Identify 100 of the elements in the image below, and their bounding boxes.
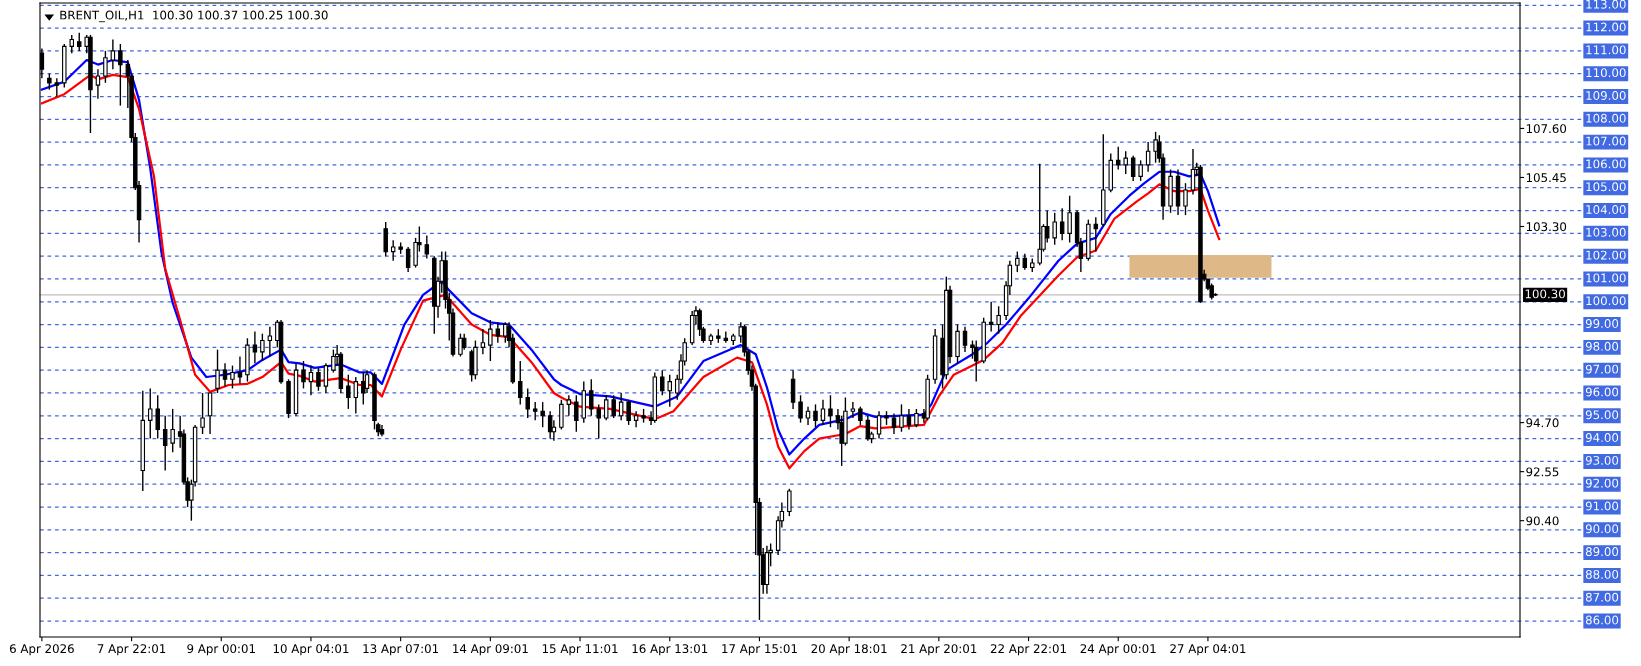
candlestick bbox=[488, 319, 493, 362]
ref-line-label: 97.00 bbox=[1585, 364, 1619, 374]
candlestick bbox=[77, 31, 82, 52]
candlestick bbox=[95, 68, 101, 100]
candlestick bbox=[962, 326, 968, 353]
x-tick-label: 10 Apr 04:01 bbox=[273, 644, 349, 656]
ref-line-label: 103.00 bbox=[1586, 227, 1626, 237]
ref-line-label: 102.00 bbox=[1586, 250, 1626, 260]
candlestick bbox=[103, 50, 108, 84]
candlestick bbox=[252, 330, 258, 365]
y-tick-label: 107.60 bbox=[1526, 124, 1567, 134]
candlestick bbox=[618, 392, 624, 422]
x-tick-label: 7 Apr 22:01 bbox=[97, 644, 166, 656]
y-tick-label: 90.40 bbox=[1526, 516, 1559, 526]
ref-line-label: 109.00 bbox=[1586, 91, 1626, 100]
candlestick bbox=[301, 360, 306, 390]
candlestick bbox=[559, 399, 564, 431]
candlestick bbox=[1037, 163, 1042, 266]
candlestick bbox=[162, 415, 168, 472]
x-tick-label: 9 Apr 00:01 bbox=[187, 644, 255, 656]
candlestick bbox=[805, 405, 811, 426]
candlestick bbox=[850, 401, 856, 419]
candlestick bbox=[331, 348, 336, 374]
ref-line-label: 104.00 bbox=[1586, 205, 1626, 214]
candlestick bbox=[603, 394, 609, 422]
candlestick bbox=[383, 221, 388, 257]
ref-line-label: 113.00 bbox=[1586, 0, 1626, 9]
candlestick bbox=[547, 410, 553, 440]
candlestick bbox=[323, 362, 329, 394]
candlestick bbox=[1183, 182, 1188, 216]
candlestick bbox=[267, 326, 273, 358]
x-tick-label: 21 Apr 20:01 bbox=[901, 644, 977, 656]
candlestick bbox=[54, 77, 60, 98]
candlestick bbox=[480, 328, 486, 355]
candlestick bbox=[316, 367, 321, 392]
ref-line-label: 87.00 bbox=[1585, 592, 1619, 602]
ref-line-label: 94.00 bbox=[1585, 433, 1619, 443]
candlestick bbox=[1015, 250, 1020, 273]
x-tick-label: 16 Apr 13:01 bbox=[632, 644, 708, 656]
ref-line-label: 90.00 bbox=[1585, 524, 1619, 534]
candlestick bbox=[237, 355, 243, 385]
x-tick-label: 22 Apr 22:01 bbox=[990, 644, 1066, 656]
ref-line-label: 106.00 bbox=[1586, 159, 1626, 169]
candlestick bbox=[790, 369, 796, 410]
x-tick-label: 20 Apr 18:01 bbox=[811, 644, 887, 656]
candlestick bbox=[1130, 155, 1136, 182]
candlestick bbox=[207, 392, 213, 435]
candlestick bbox=[891, 412, 897, 435]
candlestick bbox=[110, 38, 116, 70]
candlestick bbox=[230, 364, 235, 390]
ref-line-label: 88.00 bbox=[1585, 569, 1619, 579]
candlestick bbox=[633, 410, 639, 428]
ref-line-label: 98.00 bbox=[1585, 341, 1619, 351]
candlestick bbox=[215, 348, 220, 394]
ref-line-label: 111.00 bbox=[1586, 45, 1626, 55]
ref-line-label: 101.00 bbox=[1586, 273, 1626, 283]
x-tick-label: 15 Apr 11:01 bbox=[542, 644, 618, 656]
candlestick bbox=[899, 403, 904, 433]
candlestick bbox=[667, 374, 672, 408]
candlestick bbox=[1059, 207, 1065, 241]
candlestick bbox=[518, 360, 523, 406]
candlestick bbox=[353, 376, 359, 415]
candlestick bbox=[361, 371, 366, 406]
candlestick bbox=[589, 378, 594, 417]
candlestick bbox=[1145, 141, 1151, 173]
ref-line-label: 100.30 bbox=[1525, 289, 1565, 299]
ref-line-label: 105.00 bbox=[1586, 182, 1626, 192]
candlestick bbox=[424, 234, 430, 260]
candlestick bbox=[170, 408, 175, 453]
candlestick bbox=[118, 43, 123, 107]
ref-line-label: 99.00 bbox=[1585, 319, 1619, 328]
candlestick bbox=[495, 321, 501, 344]
candlestick bbox=[1052, 212, 1057, 246]
candlestick bbox=[813, 403, 818, 428]
candlestick bbox=[798, 394, 803, 424]
candlestick bbox=[390, 239, 396, 262]
candlestick bbox=[1138, 159, 1143, 182]
x-tick-label: 13 Apr 07:01 bbox=[363, 644, 439, 656]
x-tick-label: 6 Apr 2026 bbox=[9, 644, 74, 656]
candlestick bbox=[914, 408, 919, 428]
y-tick-label: 92.55 bbox=[1526, 467, 1559, 477]
candlestick bbox=[996, 305, 1001, 335]
x-tick-label: 14 Apr 09:01 bbox=[453, 644, 528, 656]
ref-line-label: 89.00 bbox=[1585, 547, 1619, 557]
candlestick bbox=[260, 332, 265, 362]
ref-line-label: 91.00 bbox=[1585, 501, 1619, 511]
ref-line-label: 86.00 bbox=[1585, 615, 1619, 625]
candlestick bbox=[1153, 131, 1158, 164]
candlestick bbox=[566, 394, 572, 417]
candlestick bbox=[820, 399, 826, 426]
candlestick bbox=[525, 387, 530, 419]
ref-line-label: 96.00 bbox=[1585, 387, 1619, 397]
ref-line-label: 93.00 bbox=[1585, 455, 1619, 465]
candlestick bbox=[148, 387, 153, 440]
candlestick bbox=[574, 394, 579, 433]
candlestick bbox=[596, 403, 601, 440]
candlestick bbox=[906, 408, 912, 431]
y-tick-label: 105.45 bbox=[1526, 173, 1566, 183]
text: BRENT_OIL,H1 100.30 100.37 100.25 100.30 bbox=[60, 10, 328, 23]
candlestick bbox=[1115, 145, 1121, 171]
